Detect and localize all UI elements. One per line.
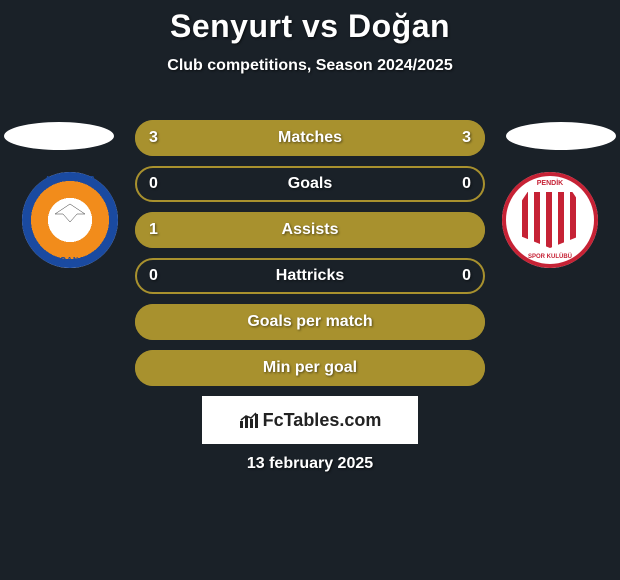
page-title: Senyurt vs Doğan: [0, 8, 620, 45]
stat-label: Goals: [288, 175, 332, 193]
eagle-icon: [45, 200, 95, 224]
stat-row: 3 Matches 3: [135, 120, 485, 156]
club-right-top-text: PENDİK: [506, 180, 594, 187]
stat-label: Assists: [282, 221, 339, 239]
club-left-top-text: ADANASPOR: [24, 176, 116, 183]
club-badge-left: ADANASPOR ADANA: [22, 172, 118, 268]
chart-icon: [239, 411, 259, 429]
stat-row: 1 Assists: [135, 212, 485, 248]
stat-label: Min per goal: [263, 359, 357, 377]
stat-value-left: 0: [149, 267, 158, 285]
page-subtitle: Club competitions, Season 2024/2025: [0, 57, 620, 75]
stat-label: Goals per match: [247, 313, 372, 331]
club-left-bottom-text: ADANA: [24, 257, 116, 264]
stat-value-right: 3: [462, 129, 471, 147]
brand-text: FcTables.com: [263, 410, 382, 431]
stat-value-right: 0: [462, 267, 471, 285]
stat-value-left: 1: [149, 221, 158, 239]
player-avatar-left: [4, 122, 114, 150]
stat-value-right: 0: [462, 175, 471, 193]
stat-label: Hattricks: [276, 267, 344, 285]
stat-value-left: 3: [149, 129, 158, 147]
shield-stripes-icon: [522, 192, 578, 248]
stat-row: Min per goal: [135, 350, 485, 386]
stat-value-left: 0: [149, 175, 158, 193]
brand-box[interactable]: FcTables.com: [202, 396, 418, 444]
club-right-bottom-text: SPOR KULÜBÜ: [506, 254, 594, 260]
footer-date: 13 february 2025: [247, 455, 373, 473]
stat-row: Goals per match: [135, 304, 485, 340]
stat-row: 0 Hattricks 0: [135, 258, 485, 294]
stat-row: 0 Goals 0: [135, 166, 485, 202]
club-badge-right: PENDİK SPOR KULÜBÜ: [502, 172, 598, 268]
stat-label: Matches: [278, 129, 342, 147]
stat-rows-container: 3 Matches 3 0 Goals 0 1 Assists 0 Hattricks 0 Goals…: [135, 120, 485, 396]
player-avatar-right: [506, 122, 616, 150]
